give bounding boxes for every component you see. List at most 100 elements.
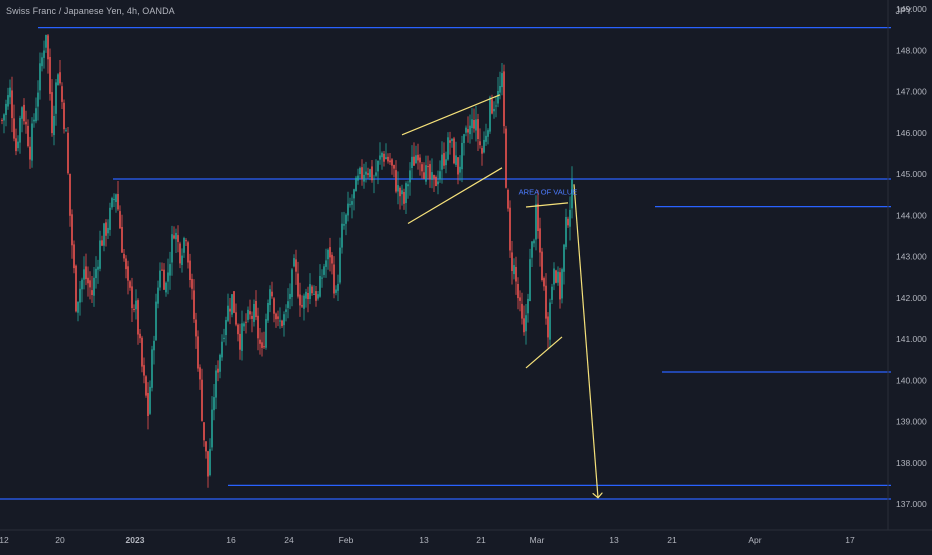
candle-body [109,207,111,230]
candle-body [85,266,87,280]
candle-body [165,282,167,293]
candle-body [525,315,527,332]
candle-body [147,393,149,416]
candle-body [241,323,243,351]
pattern-trendline[interactable] [407,167,503,225]
candle-body [163,269,165,290]
candle-body [535,204,537,240]
candle-body [399,187,401,197]
candle-body [349,204,351,206]
candle-body [151,349,153,388]
candle-body [495,105,497,107]
candle-body [435,176,437,186]
candle-body [93,277,95,296]
pattern-trendline[interactable] [525,336,563,369]
candle-body [371,166,373,181]
candle-body [373,178,375,180]
candle-body [353,189,355,199]
candle-body [185,240,187,242]
candle-body [481,148,483,154]
candle-body [339,247,341,283]
candle-body [287,301,289,308]
candle-body [83,269,85,280]
candle-body [345,214,347,224]
candle-body [281,320,283,327]
candle-body [43,50,45,58]
time-axis[interactable]: 12 20 2023 16 24 Feb 13 21 Mar 13 21 Apr 17 [0,535,855,545]
candle-body [513,265,515,275]
candle-body [79,288,81,303]
candle-body [405,183,407,204]
candle-body [227,305,229,321]
candle-body [441,154,443,170]
candle-body [89,280,91,288]
candle-body [467,129,469,133]
candle-body [7,95,9,107]
candle-body [483,139,485,153]
price-tick-label: 137.000 [896,499,927,509]
candle-body [469,125,471,135]
price-tick-label: 148.000 [896,45,927,55]
candle-body [25,121,27,125]
candle-body [169,264,171,276]
candle-body [443,153,445,166]
candle-body [409,170,411,183]
candle-body [123,253,125,259]
candle-body [393,165,395,169]
candle-body [55,82,57,114]
candle-body [427,166,429,168]
candle-body [77,301,79,313]
candle-body [143,365,145,376]
candle-body [129,281,131,288]
candle-body [489,97,491,132]
candle-body [111,198,113,208]
candle-body [557,271,559,283]
candle-body [365,171,367,175]
candle-body [173,235,175,239]
candle-body [205,441,207,452]
price-tick-label: 142.000 [896,293,927,303]
price-axis[interactable]: 149.000 148.000 147.000 146.000 145.000 144.0… [896,4,927,509]
candle-body [499,86,501,93]
candle-body [537,203,539,231]
pattern-trendline[interactable] [525,202,569,208]
candle-body [171,234,173,263]
price-tick-label: 144.000 [896,210,927,220]
candle-body [11,90,13,119]
candle-body [179,243,181,264]
time-tick-label: 17 [845,535,855,545]
time-tick-label: 21 [476,535,486,545]
projection-arrow[interactable] [573,184,598,498]
candle-body [177,235,179,242]
candle-body [527,298,529,314]
annotations[interactable]: AREA OF VALUE [401,94,598,498]
candle-body [479,141,481,146]
candle-body [199,367,201,380]
horizontal-levels[interactable] [0,26,891,500]
candle-body [125,258,127,270]
candle-body [137,300,139,335]
candle-body [235,312,237,325]
candle-body [381,152,383,158]
candle-body [397,185,399,192]
candle-body [517,284,519,299]
candle-body [219,354,221,372]
candle-body [321,277,323,279]
price-tick-label: 141.000 [896,334,927,344]
candle-body [519,297,521,301]
candle-body [509,207,511,251]
candle-body [421,164,423,172]
candle-body [65,130,67,132]
candle-body [391,159,393,166]
candle-body [157,287,159,304]
candle-body [539,228,541,253]
price-tick-label: 147.000 [896,87,927,97]
candle-body [411,156,413,168]
candle-body [37,92,39,107]
candle-body [413,156,415,166]
pattern-trendline[interactable] [401,94,501,136]
candle-body [57,74,59,86]
candle-body [103,223,105,246]
